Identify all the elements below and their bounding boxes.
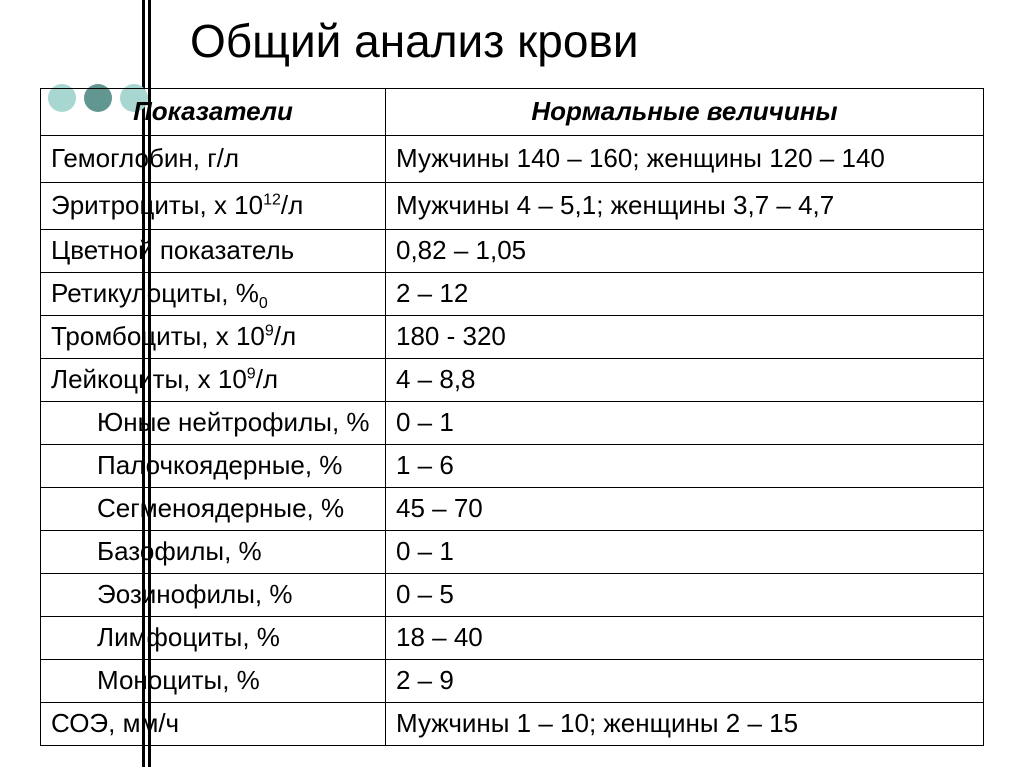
table-row: Ретикулоциты, %02 – 12	[41, 273, 984, 316]
header-parameters: Показатели	[41, 89, 386, 136]
param-cell: Лейкоциты, х 109/л	[41, 359, 386, 402]
param-cell: Палочкоядерные, %	[41, 445, 386, 488]
table-row: Цветной показатель0,82 – 1,05	[41, 230, 984, 273]
value-cell: 0 – 1	[386, 531, 984, 574]
table-row: Тромбоциты, х 109/л180 - 320	[41, 316, 984, 359]
param-cell: Гемоглобин, г/л	[41, 136, 386, 183]
table-row: Гемоглобин, г/лМужчины 140 – 160; женщин…	[41, 136, 984, 183]
value-cell: 0 – 1	[386, 402, 984, 445]
value-cell: 0,82 – 1,05	[386, 230, 984, 273]
param-cell: Эритроциты, х 1012/л	[41, 183, 386, 230]
param-cell: Ретикулоциты, %0	[41, 273, 386, 316]
param-cell: Тромбоциты, х 109/л	[41, 316, 386, 359]
table-row: Эритроциты, х 1012/лМужчины 4 – 5,1; жен…	[41, 183, 984, 230]
table-row: Палочкоядерные, %1 – 6	[41, 445, 984, 488]
value-cell: 1 – 6	[386, 445, 984, 488]
table-row: Юные нейтрофилы, %0 – 1	[41, 402, 984, 445]
value-cell: Мужчины 1 – 10; женщины 2 – 15	[386, 703, 984, 746]
param-cell: Эозинофилы, %	[41, 574, 386, 617]
param-cell: Цветной показатель	[41, 230, 386, 273]
param-cell: Сегменоядерные, %	[41, 488, 386, 531]
table-row: Моноциты, %2 – 9	[41, 660, 984, 703]
param-cell: Моноциты, %	[41, 660, 386, 703]
table-row: Сегменоядерные, %45 – 70	[41, 488, 984, 531]
blood-test-table: Показатели Нормальные величины Гемоглоби…	[40, 88, 984, 746]
table-header-row: Показатели Нормальные величины	[41, 89, 984, 136]
value-cell: 180 - 320	[386, 316, 984, 359]
value-cell: 2 – 9	[386, 660, 984, 703]
table-body: Гемоглобин, г/лМужчины 140 – 160; женщин…	[41, 136, 984, 746]
value-cell: 45 – 70	[386, 488, 984, 531]
table-row: Эозинофилы, %0 – 5	[41, 574, 984, 617]
value-cell: Мужчины 4 – 5,1; женщины 3,7 – 4,7	[386, 183, 984, 230]
value-cell: 18 – 40	[386, 617, 984, 660]
header-normal-values: Нормальные величины	[386, 89, 984, 136]
table-row: Лимфоциты, %18 – 40	[41, 617, 984, 660]
param-cell: Базофилы, %	[41, 531, 386, 574]
param-cell: Лимфоциты, %	[41, 617, 386, 660]
table-row: Лейкоциты, х 109/л4 – 8,8	[41, 359, 984, 402]
param-cell: СОЭ, мм/ч	[41, 703, 386, 746]
blood-test-table-wrap: Показатели Нормальные величины Гемоглоби…	[40, 88, 984, 746]
table-row: Базофилы, %0 – 1	[41, 531, 984, 574]
value-cell: 0 – 5	[386, 574, 984, 617]
page-title: Общий анализ крови	[190, 14, 639, 68]
value-cell: Мужчины 140 – 160; женщины 120 – 140	[386, 136, 984, 183]
value-cell: 4 – 8,8	[386, 359, 984, 402]
value-cell: 2 – 12	[386, 273, 984, 316]
param-cell: Юные нейтрофилы, %	[41, 402, 386, 445]
table-row: СОЭ, мм/чМужчины 1 – 10; женщины 2 – 15	[41, 703, 984, 746]
